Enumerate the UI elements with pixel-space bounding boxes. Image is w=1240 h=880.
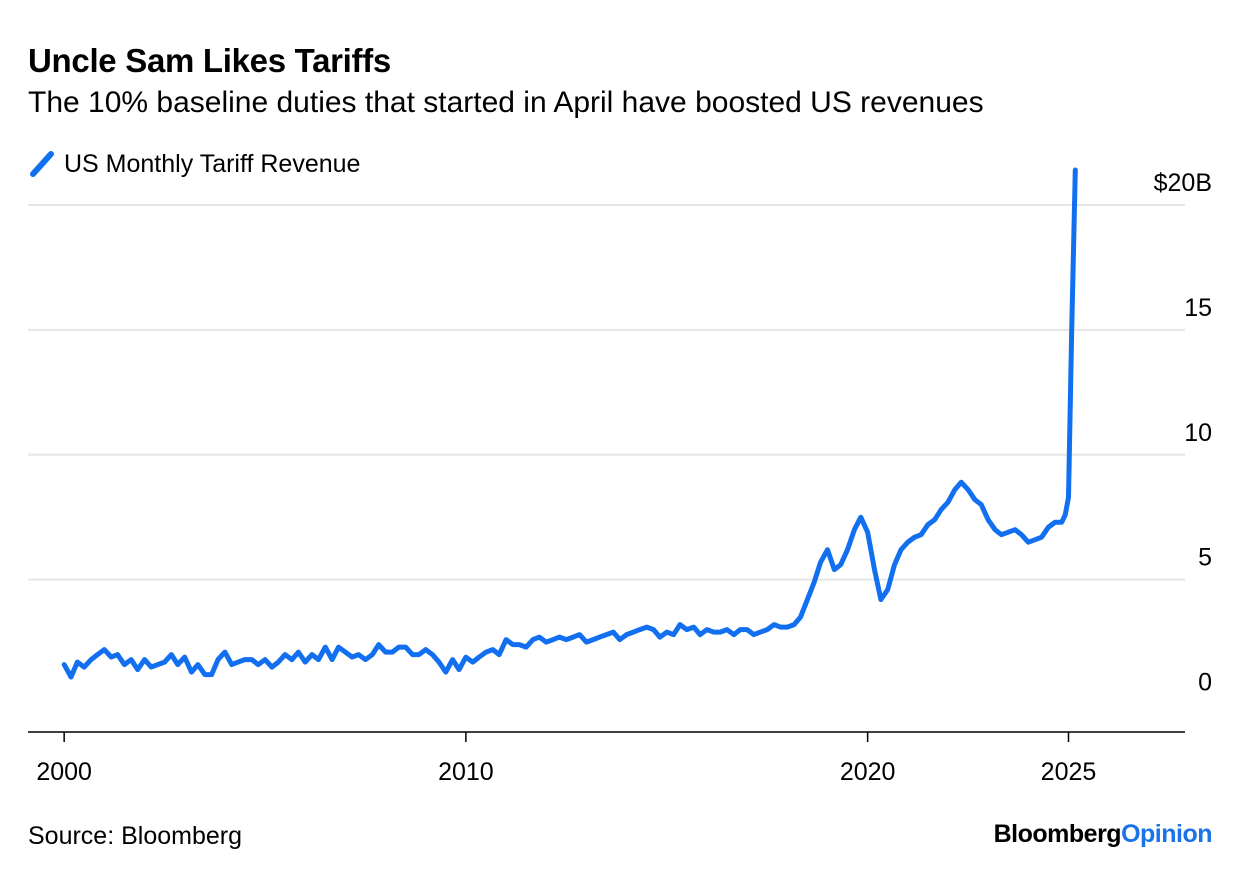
y-tick-label: 5	[1198, 544, 1212, 572]
legend: US Monthly Tariff Revenue	[28, 148, 360, 180]
source-note: Source: Bloomberg	[28, 822, 243, 850]
x-tick-label: 2000	[36, 758, 92, 786]
y-tick-label: 15	[1184, 294, 1212, 322]
y-tick-label: 10	[1184, 419, 1212, 447]
y-tick-label: 0	[1198, 669, 1212, 697]
x-tick-label: 2010	[438, 758, 494, 786]
chart-subtitle: The 10% baseline duties that started in …	[28, 86, 984, 119]
x-tick-label: 2020	[840, 758, 896, 786]
legend-line-icon	[30, 151, 54, 177]
brand-accent: Opinion	[1121, 820, 1212, 848]
y-tick-label: $20B	[1154, 169, 1212, 197]
brand-main: Bloomberg	[993, 820, 1122, 848]
brand-logo: BloombergOpinion	[993, 820, 1213, 849]
chart-title: Uncle Sam Likes Tariffs	[28, 42, 391, 79]
x-tick-label: 2025	[1041, 758, 1097, 786]
legend-label: US Monthly Tariff Revenue	[64, 149, 361, 178]
series-line-us-monthly-tariff-revenue	[61, 167, 1078, 680]
